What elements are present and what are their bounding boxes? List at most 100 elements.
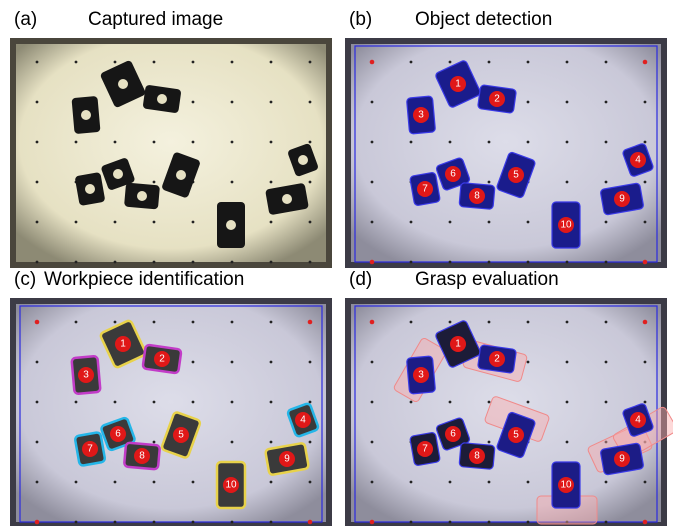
workpiece-hole — [113, 169, 123, 179]
marker-dot — [605, 181, 608, 184]
marker-dot — [488, 181, 491, 184]
marker-dot — [270, 141, 273, 144]
marker-dot — [643, 320, 648, 325]
marker-dot — [566, 141, 569, 144]
marker-dot — [36, 61, 39, 64]
marker-dot — [270, 101, 273, 104]
marker-dot — [371, 361, 374, 364]
marker-dot — [75, 141, 78, 144]
marker-dot — [231, 181, 234, 184]
marker-dot — [410, 321, 413, 324]
marker-dot — [527, 361, 530, 364]
workpiece-label: 7 — [87, 444, 93, 455]
marker-dot — [75, 401, 78, 404]
marker-dot — [114, 61, 117, 64]
marker-dot — [231, 61, 234, 64]
marker-dot — [371, 221, 374, 224]
marker-dot — [449, 321, 452, 324]
marker-dot — [308, 320, 313, 325]
marker-dot — [644, 141, 647, 144]
marker-dot — [192, 101, 195, 104]
marker-dot — [371, 181, 374, 184]
workpiece-hole — [226, 220, 236, 230]
marker-dot — [192, 481, 195, 484]
marker-dot — [75, 261, 78, 264]
marker-dot — [488, 441, 491, 444]
marker-dot — [270, 221, 273, 224]
marker-dot — [36, 401, 39, 404]
marker-dot — [643, 60, 648, 65]
workpiece-label: 9 — [619, 194, 625, 205]
marker-dot — [309, 221, 312, 224]
marker-dot — [371, 401, 374, 404]
marker-dot — [75, 481, 78, 484]
workpiece-label: 8 — [139, 451, 145, 462]
marker-dot — [488, 481, 491, 484]
marker-dot — [270, 181, 273, 184]
marker-dot — [36, 141, 39, 144]
marker-dot — [36, 261, 39, 264]
image-board — [16, 304, 326, 522]
marker-dot — [36, 441, 39, 444]
workpiece-label: 1 — [455, 79, 461, 90]
marker-dot — [309, 361, 312, 364]
panel-title: Grasp evaluation — [415, 269, 559, 290]
marker-dot — [644, 361, 647, 364]
marker-dot — [371, 481, 374, 484]
marker-dot — [309, 261, 312, 264]
workpiece-hole — [118, 79, 128, 89]
marker-dot — [153, 61, 156, 64]
marker-dot — [114, 221, 117, 224]
marker-dot — [449, 141, 452, 144]
workpiece-label: 4 — [635, 415, 641, 426]
marker-dot — [449, 481, 452, 484]
marker-dot — [231, 441, 234, 444]
marker-dot — [449, 61, 452, 64]
marker-dot — [114, 321, 117, 324]
marker-dot — [231, 321, 234, 324]
marker-dot — [192, 141, 195, 144]
marker-dot — [309, 101, 312, 104]
marker-dot — [114, 141, 117, 144]
marker-dot — [153, 321, 156, 324]
marker-dot — [527, 141, 530, 144]
marker-dot — [231, 141, 234, 144]
marker-dot — [114, 401, 117, 404]
marker-dot — [605, 101, 608, 104]
marker-dot — [36, 481, 39, 484]
marker-dot — [153, 261, 156, 264]
marker-dot — [114, 261, 117, 264]
marker-dot — [410, 521, 413, 524]
marker-dot — [488, 61, 491, 64]
marker-dot — [231, 521, 234, 524]
marker-dot — [309, 441, 312, 444]
marker-dot — [410, 221, 413, 224]
marker-dot — [566, 61, 569, 64]
marker-dot — [270, 441, 273, 444]
marker-dot — [605, 261, 608, 264]
marker-dot — [449, 401, 452, 404]
marker-dot — [566, 441, 569, 444]
marker-dot — [192, 401, 195, 404]
panel-image — [10, 38, 332, 268]
marker-dot — [371, 441, 374, 444]
workpiece-label: 10 — [560, 480, 572, 491]
marker-dot — [36, 361, 39, 364]
marker-dot — [153, 141, 156, 144]
marker-dot — [309, 141, 312, 144]
workpiece-hole — [282, 194, 292, 204]
image-board — [351, 44, 661, 262]
marker-dot — [36, 101, 39, 104]
workpiece-label: 1 — [120, 339, 126, 350]
marker-dot — [566, 361, 569, 364]
marker-dot — [527, 261, 530, 264]
panel-tag: (a) — [14, 9, 37, 30]
marker-dot — [75, 61, 78, 64]
marker-dot — [605, 61, 608, 64]
marker-dot — [370, 520, 375, 525]
marker-dot — [370, 320, 375, 325]
marker-dot — [605, 321, 608, 324]
panel-image: 12345678910 — [10, 298, 332, 526]
